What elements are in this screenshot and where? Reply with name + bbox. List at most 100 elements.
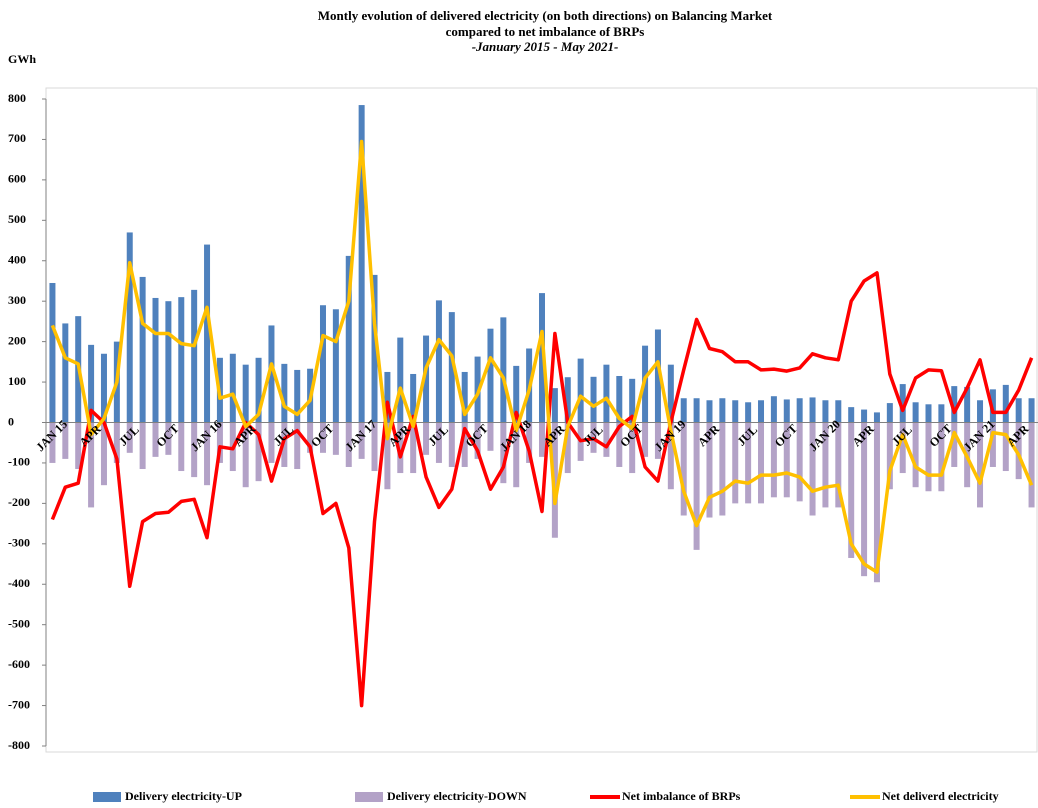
bar <box>268 422 275 463</box>
bar <box>899 384 906 423</box>
y-tick-label: -100 <box>8 455 30 469</box>
bar <box>938 404 945 423</box>
bar <box>642 422 649 457</box>
bar <box>500 422 507 484</box>
bar <box>964 386 971 423</box>
bar <box>49 282 56 423</box>
line <box>50 271 1034 708</box>
bar <box>1002 384 1009 423</box>
bar <box>448 312 455 423</box>
bar <box>719 422 726 516</box>
bar <box>951 386 958 423</box>
bar <box>770 396 777 423</box>
bar <box>100 353 107 423</box>
bar <box>551 388 558 423</box>
bar <box>139 422 146 470</box>
bar <box>848 407 855 423</box>
bar <box>912 402 919 423</box>
bar <box>873 412 880 423</box>
bar <box>680 398 687 423</box>
y-tick-label: -800 <box>8 738 30 752</box>
y-tick-label: -700 <box>8 697 30 711</box>
bar <box>152 297 159 423</box>
bar <box>255 357 262 423</box>
bar <box>139 276 146 423</box>
y-tick-label: -200 <box>8 495 30 509</box>
bar <box>809 422 816 516</box>
bar <box>294 369 301 423</box>
bar <box>732 422 739 504</box>
bar <box>513 365 520 423</box>
bar <box>539 422 545 457</box>
bar <box>526 422 533 463</box>
bar <box>861 409 868 423</box>
bar <box>487 422 494 451</box>
bar <box>577 358 584 423</box>
bar <box>216 422 223 463</box>
bar <box>307 422 314 453</box>
bar <box>178 297 185 423</box>
bar <box>165 301 172 423</box>
bar <box>152 422 159 457</box>
legend-label: Delivery electricity-DOWN <box>387 789 527 803</box>
bar <box>319 305 326 423</box>
bar <box>706 422 713 518</box>
bar <box>564 422 571 474</box>
bar <box>410 373 417 423</box>
bar <box>62 323 69 423</box>
bar <box>178 422 185 472</box>
bar <box>745 422 752 504</box>
bar <box>229 353 236 423</box>
bar <box>474 422 481 459</box>
bar <box>126 232 133 423</box>
bar <box>977 400 984 423</box>
bar <box>332 422 339 455</box>
bar <box>539 293 545 423</box>
bar <box>1028 398 1035 423</box>
bar <box>500 317 507 423</box>
bar <box>242 422 249 488</box>
bar <box>783 399 790 423</box>
bar <box>358 422 365 459</box>
bar <box>204 422 211 486</box>
bar <box>242 364 249 423</box>
bar <box>654 329 661 423</box>
bar <box>822 422 829 508</box>
legend-label: Net imbalance of BRPs <box>622 789 741 803</box>
bar <box>693 422 700 550</box>
legend-label: Delivery electricity-UP <box>125 789 242 803</box>
bar <box>886 403 893 423</box>
y-axis-label: GWh <box>8 52 36 66</box>
bar <box>667 364 674 423</box>
bar <box>345 255 352 423</box>
y-tick-label: 500 <box>8 212 26 226</box>
bar <box>603 422 610 457</box>
chart-title: Montly evolution of delivered electricit… <box>318 8 773 23</box>
bar <box>397 422 404 474</box>
bar <box>410 422 417 474</box>
bar <box>977 422 984 508</box>
legend-swatch <box>93 792 121 802</box>
bar <box>75 422 82 470</box>
bar <box>319 422 326 453</box>
bar <box>423 422 430 455</box>
y-tick-label: 0 <box>8 414 14 428</box>
bar <box>461 371 468 423</box>
bar <box>384 422 391 490</box>
y-tick-label: -400 <box>8 576 30 590</box>
bar <box>487 328 494 423</box>
bar <box>371 422 378 472</box>
y-tick-label: 700 <box>8 131 26 145</box>
bar <box>667 422 674 490</box>
y-tick-label: -600 <box>8 657 30 671</box>
bar <box>706 400 713 423</box>
bar <box>423 335 430 423</box>
bar <box>126 422 133 453</box>
bar <box>191 422 198 478</box>
bar <box>564 377 571 423</box>
bar <box>758 422 765 504</box>
bar <box>783 422 790 498</box>
bar <box>680 422 687 516</box>
bar <box>989 422 996 467</box>
